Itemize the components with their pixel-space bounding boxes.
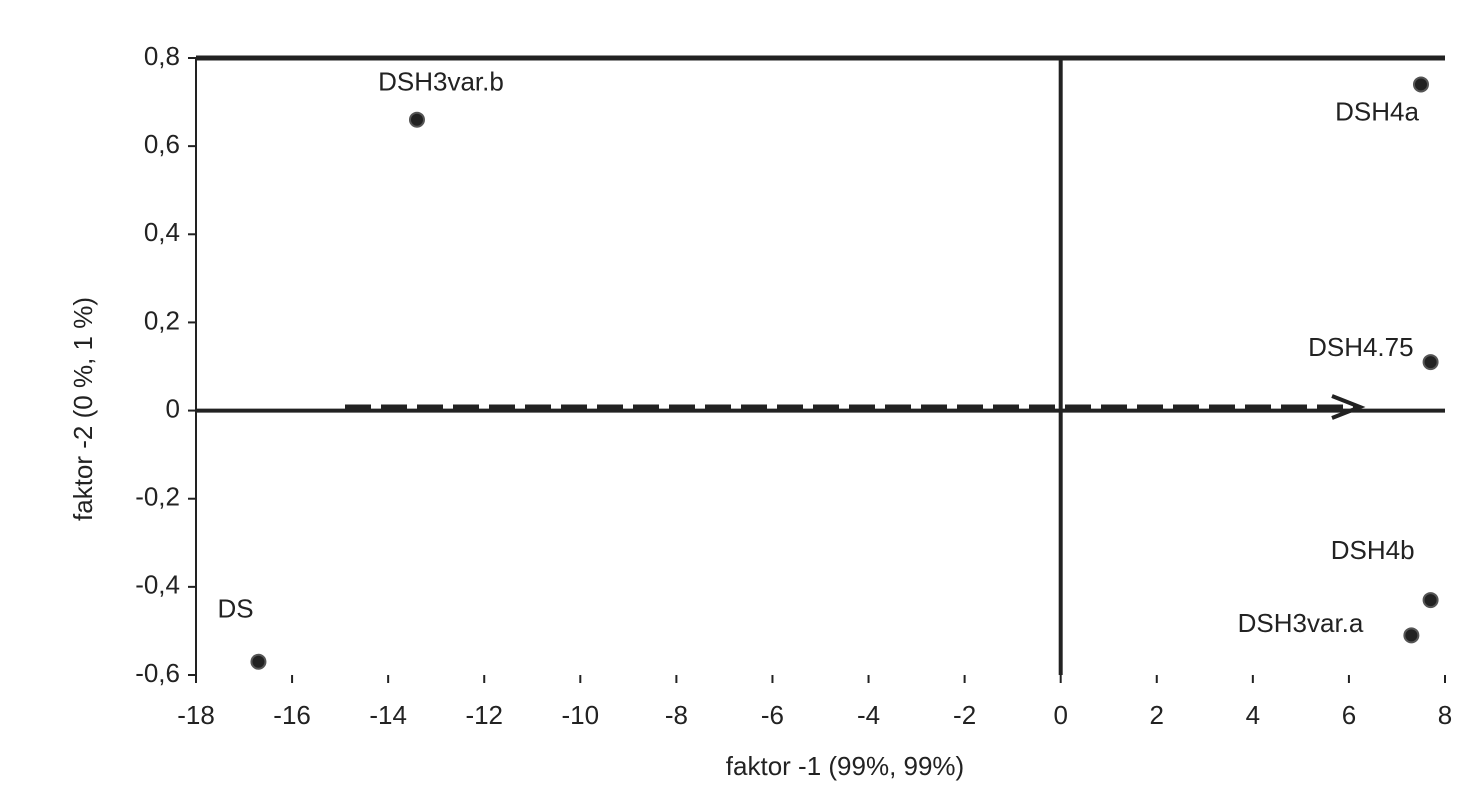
- point-label: DSH3var.b: [378, 67, 504, 97]
- x-tick-label: -2: [953, 700, 976, 730]
- point-label: DSH3var.a: [1238, 608, 1364, 638]
- x-tick-label: 6: [1342, 700, 1356, 730]
- point: [408, 111, 425, 128]
- x-tick-label: 2: [1150, 700, 1164, 730]
- x-axis-title: faktor -1 (99%, 99%): [726, 751, 964, 781]
- point: [1422, 592, 1439, 609]
- point-label: DS: [217, 594, 253, 624]
- x-tick-label: 0: [1053, 700, 1067, 730]
- y-tick-label: -0,6: [135, 658, 180, 688]
- point: [1422, 354, 1439, 371]
- point-label: DSH4b: [1331, 535, 1415, 565]
- x-tick-label: 8: [1438, 700, 1452, 730]
- x-tick-label: -18: [177, 700, 215, 730]
- y-tick-label: 0,2: [144, 305, 180, 335]
- point-label: DSH4a: [1335, 96, 1419, 126]
- y-axis-title: faktor -2 (0 %, 1 %): [68, 297, 98, 521]
- x-tick-label: 4: [1246, 700, 1260, 730]
- x-tick-label: -4: [857, 700, 880, 730]
- x-tick-label: -10: [562, 700, 600, 730]
- vector-arrowhead: [1331, 394, 1366, 420]
- x-tick-label: -16: [273, 700, 311, 730]
- y-tick-label: 0,6: [144, 129, 180, 159]
- y-tick-label: 0,8: [144, 41, 180, 71]
- x-tick-label: -8: [665, 700, 688, 730]
- point-label: DSH4.75: [1308, 332, 1414, 362]
- y-tick-label: -0,4: [135, 570, 180, 600]
- y-tick-label: -0,2: [135, 482, 180, 512]
- x-tick-label: -12: [465, 700, 503, 730]
- point: [1412, 76, 1429, 93]
- point: [1403, 627, 1420, 644]
- x-tick-label: -6: [761, 700, 784, 730]
- point: [250, 653, 267, 670]
- x-tick-label: -14: [369, 700, 407, 730]
- y-tick-label: 0,4: [144, 217, 180, 247]
- y-tick-label: 0: [166, 393, 180, 423]
